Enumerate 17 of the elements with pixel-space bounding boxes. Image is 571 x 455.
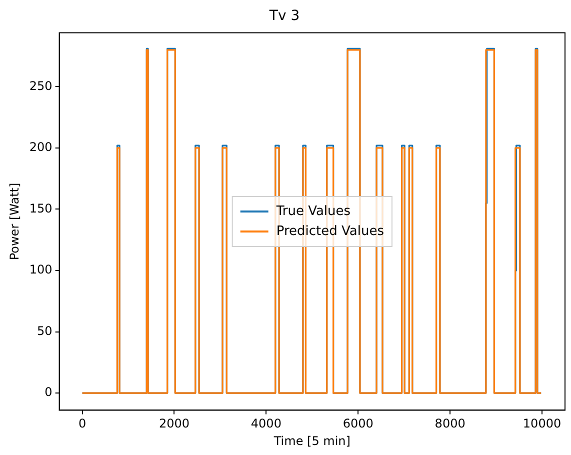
y-axis-title: Power [Watt]	[7, 182, 22, 260]
x-tick-label: 10000	[522, 416, 562, 431]
x-axis-title: Time [5 min]	[272, 434, 350, 448]
x-tick-label: 8000	[434, 416, 466, 431]
x-tick-label: 6000	[342, 416, 374, 431]
y-tick-label: 0	[44, 385, 52, 400]
y-tick-label: 200	[29, 140, 52, 154]
y-tick-label: 150	[29, 201, 52, 216]
y-tick-label: 250	[29, 78, 52, 93]
y-tick-label: 100	[29, 262, 52, 277]
y-tick-label: 50	[37, 324, 52, 338]
x-tick-label: 0	[78, 416, 86, 431]
chart-title: Tv 3	[268, 8, 300, 24]
x-tick-label: 4000	[250, 416, 282, 431]
legend-label: True Values	[275, 204, 351, 219]
x-tick-label: 2000	[158, 416, 190, 431]
legend-label: Predicted Values	[276, 224, 384, 239]
